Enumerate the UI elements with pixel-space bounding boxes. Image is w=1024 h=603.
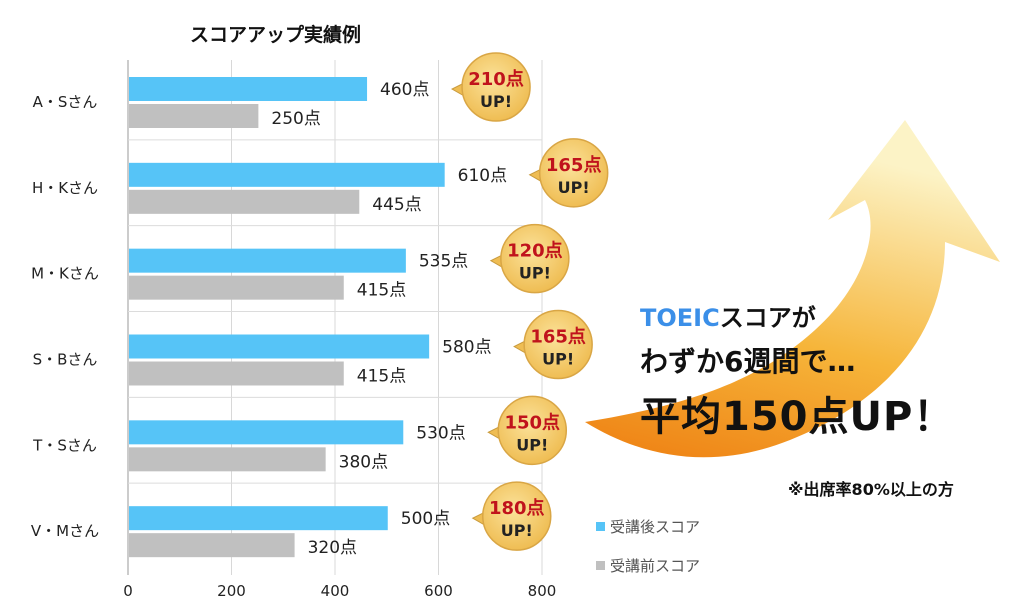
bar-after (129, 420, 404, 445)
promo-footnote: ※出席率80%以上の方 (788, 480, 954, 499)
badge-up: UP! (558, 178, 590, 197)
data-label-after: 500点 (401, 509, 450, 529)
badge-gain: 165点 (546, 154, 602, 176)
bar-after (129, 248, 406, 273)
category-label: A・Sさん (33, 93, 98, 111)
data-label-before: 250点 (271, 109, 320, 129)
badge-circle (500, 223, 570, 294)
data-label-before: 320点 (308, 538, 357, 558)
data-label-before: 415点 (357, 367, 406, 387)
category-label: M・Kさん (31, 265, 99, 283)
bar-after (129, 506, 388, 531)
promo-headline: 平均150点UP！ (640, 394, 955, 440)
x-tick-label: 200 (217, 582, 246, 600)
bar-before (129, 189, 360, 214)
bar-before (129, 361, 344, 386)
badge-up: UP! (480, 92, 512, 111)
bar-before (129, 275, 344, 300)
category-label: S・Bさん (33, 351, 98, 369)
data-label-after: 610点 (458, 166, 507, 186)
x-tick-label: 600 (424, 582, 453, 600)
bar-after (129, 334, 430, 359)
legend-swatch-before (596, 561, 605, 570)
promo-line-1: TOEICスコアが (640, 298, 816, 333)
x-tick-label: 400 (321, 582, 350, 600)
promo-toeic: TOEIC (640, 304, 720, 332)
legend-label-after: 受講後スコア (610, 518, 700, 536)
badge-gain: 180点 (489, 497, 545, 519)
badge-gain: 150点 (504, 411, 560, 433)
category-label: T・Sさん (32, 436, 97, 454)
data-label-before: 380点 (339, 452, 388, 472)
badge-gain: 165点 (530, 326, 586, 348)
badge-gain: 210点 (468, 68, 524, 90)
badge-up: UP! (542, 350, 574, 369)
badge-circle (497, 395, 568, 466)
x-tick-label: 0 (123, 582, 133, 600)
badge-circle (461, 52, 531, 122)
data-label-before: 445点 (372, 195, 421, 215)
bar-after (129, 162, 445, 187)
data-label-after: 460点 (380, 80, 429, 100)
legend-swatch-after (596, 522, 605, 531)
growth-arrow-icon (585, 120, 1000, 458)
data-label-before: 415点 (357, 281, 406, 301)
bar-before (129, 447, 326, 472)
promo-line-2: わずか6週間で… (640, 345, 856, 378)
legend-label-before: 受講前スコア (610, 557, 700, 575)
bar-after (129, 77, 368, 101)
badge-up: UP! (516, 435, 548, 454)
data-label-after: 535点 (419, 252, 468, 272)
badge-up: UP! (519, 264, 551, 283)
data-label-after: 530点 (416, 423, 465, 443)
badge-circle (523, 309, 593, 380)
promo-line-1-rest: スコアが (719, 304, 816, 332)
category-label: V・Mさん (31, 522, 99, 540)
data-label-after: 580点 (442, 338, 491, 358)
badge-gain: 120点 (507, 240, 563, 262)
x-tick-label: 800 (528, 582, 557, 600)
bar-before (129, 533, 295, 558)
badge-circle (482, 481, 552, 551)
badge-up: UP! (501, 521, 533, 540)
chart-title: スコアアップ実績例 (190, 24, 362, 46)
badge-circle (538, 138, 609, 208)
category-label: H・Kさん (32, 179, 98, 197)
bar-before (129, 104, 259, 128)
